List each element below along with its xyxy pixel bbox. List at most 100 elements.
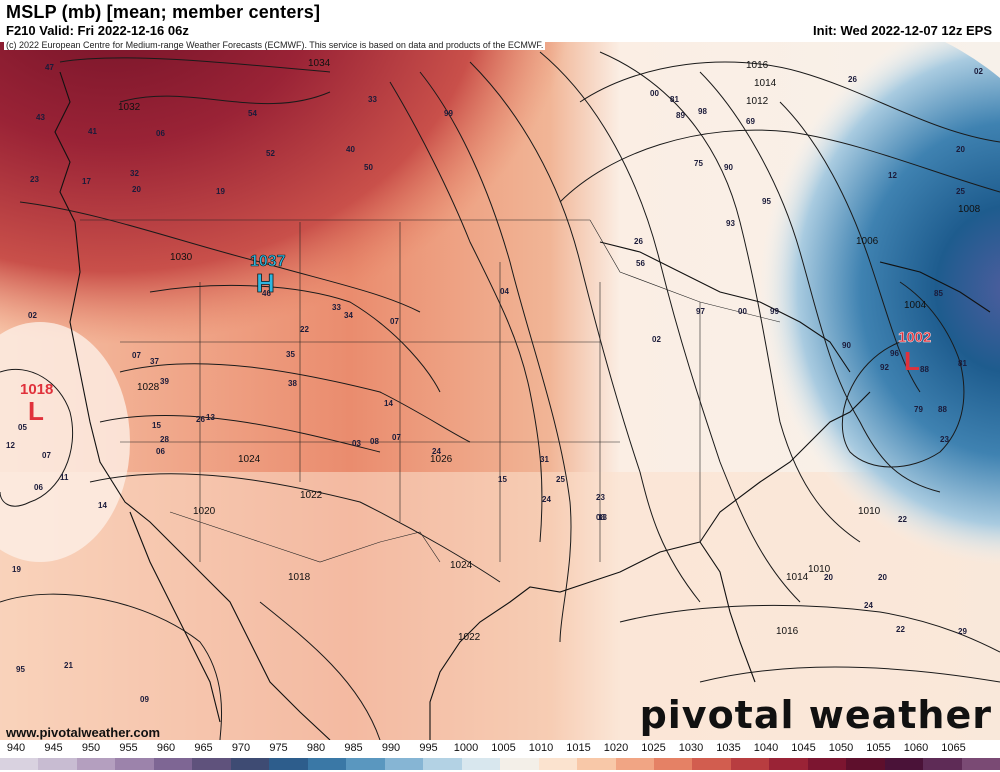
scale-tick-label: 1020 [603, 742, 629, 754]
isobar-label: 1008 [958, 204, 981, 215]
scale-tick-label: 1065 [941, 742, 966, 754]
pacific-low-shading [0, 322, 130, 562]
scale-tick-label: 995 [419, 742, 438, 754]
low-east-value: 1002 [898, 329, 931, 346]
member-center-value: 90 [842, 341, 851, 350]
isobar-label: 1024 [238, 454, 261, 465]
scale-tick-label: 1000 [453, 742, 479, 754]
member-center-value: 13 [598, 513, 607, 522]
isobar-labels: 1034 1032 1030 1028 1024 1022 1020 1018 … [118, 58, 981, 643]
member-center-value: 21 [64, 661, 73, 670]
scale-tick-label: 990 [381, 742, 401, 754]
member-center-value: 11 [60, 473, 69, 482]
member-center-value: 14 [384, 399, 393, 408]
member-center-value: 75 [694, 159, 703, 168]
member-center-value: 40 [346, 145, 355, 154]
low-pressure-center-west: 1018 L [20, 381, 53, 426]
map-canvas: 1034 1032 1030 1028 1024 1022 1020 1018 … [0, 42, 1000, 740]
isobar-label: 1030 [170, 252, 193, 263]
pressure-map: 1034 1032 1030 1028 1024 1022 1020 1018 … [0, 42, 1000, 740]
scale-tick-label: 1030 [678, 742, 704, 754]
member-center-value: 99 [770, 307, 779, 316]
scale-tick-label: 965 [194, 742, 213, 754]
isobar-label: 1020 [193, 506, 216, 517]
init-time: Init: Wed 2022-12-07 12z EPS [813, 23, 992, 38]
member-center-value: 15 [498, 475, 507, 484]
scale-swatch [538, 758, 578, 770]
isobars [0, 51, 1000, 740]
color-scale: 940 945 950 955 960 965 970 975 980 985 990 995 1000… [0, 740, 1000, 772]
scale-swatch [192, 758, 231, 770]
member-center-value: 38 [288, 379, 297, 388]
isobar-label: 1024 [450, 560, 473, 571]
member-center-value: 13 [206, 413, 215, 422]
scale-tick-label: 1060 [903, 742, 929, 754]
member-center-value: 33 [332, 303, 341, 312]
member-center-value: 20 [878, 573, 887, 582]
member-center-value: 24 [864, 601, 873, 610]
member-center-value: 06 [156, 129, 165, 138]
scale-swatch [423, 758, 462, 770]
member-center-value: 92 [880, 363, 889, 372]
scale-swatch [115, 758, 154, 770]
isobar-label: 1022 [300, 490, 323, 501]
scale-swatch [846, 758, 885, 770]
scale-swatch [577, 758, 616, 770]
member-center-value: 19 [216, 187, 225, 196]
member-center-value: 23 [940, 435, 949, 444]
isobar-label: 1026 [430, 454, 453, 465]
scale-tick-label: 945 [44, 742, 63, 754]
isobar-label: 1034 [308, 58, 331, 69]
scale-swatch [269, 758, 308, 770]
scale-tick-label: 1005 [491, 742, 516, 754]
high-pressure-center: 1037 H [250, 253, 286, 299]
scale-tick-label: 1050 [828, 742, 854, 754]
scale-swatch [769, 758, 808, 770]
scale-tick-label: 955 [119, 742, 138, 754]
member-center-value: 89 [676, 111, 685, 120]
member-center-value: 20 [132, 185, 141, 194]
member-center-value: 33 [368, 95, 377, 104]
member-center-value: 00 [650, 89, 659, 98]
scale-tick-label: 980 [306, 742, 326, 754]
scale-swatch [653, 758, 693, 770]
low-west-letter: L [28, 396, 44, 426]
coastline [54, 71, 991, 740]
member-center-value: 19 [12, 565, 21, 574]
member-center-value: 95 [16, 665, 25, 674]
isobar-label: 1016 [746, 60, 769, 71]
scale-tick-label: 1025 [641, 742, 666, 754]
member-center-value: 26 [848, 75, 857, 84]
member-center-value: 41 [88, 127, 97, 136]
member-center-value: 08 [596, 513, 605, 522]
member-center-value: 02 [974, 67, 983, 76]
scale-swatch [461, 758, 501, 770]
member-center-value: 52 [266, 149, 275, 158]
map-title: MSLP (mb) [mean; member centers] [6, 2, 321, 22]
scale-tick-labels: 940 945 950 955 960 965 970 975 980 985 990 995 1000… [0, 742, 1000, 756]
scale-tick-label: 940 [6, 742, 26, 754]
isobar-label: 1010 [858, 506, 881, 517]
member-center-value: 12 [6, 441, 15, 450]
isobar-label: 1018 [288, 572, 311, 583]
member-center-value: 50 [364, 163, 373, 172]
scale-swatch [0, 758, 39, 770]
scale-swatch [153, 758, 193, 770]
member-center-value: 04 [500, 287, 509, 296]
borders [80, 219, 781, 563]
isobar-label: 1006 [856, 236, 879, 247]
scale-swatch [500, 758, 539, 770]
member-center-value: 07 [132, 351, 141, 360]
member-center-value: 85 [934, 289, 943, 298]
member-center-value: 24 [542, 495, 551, 504]
isobar-label: 1032 [118, 102, 141, 113]
member-center-value: 93 [726, 219, 735, 228]
member-center-value: 07 [42, 451, 51, 460]
member-center-value: 98 [698, 107, 707, 116]
member-center-value: 35 [286, 350, 295, 359]
member-center-value: 20 [956, 145, 965, 154]
member-center-value: 06 [156, 447, 165, 456]
member-center-value: 12 [888, 171, 897, 180]
scale-tick-label: 1010 [528, 742, 554, 754]
scale-swatch [730, 758, 770, 770]
